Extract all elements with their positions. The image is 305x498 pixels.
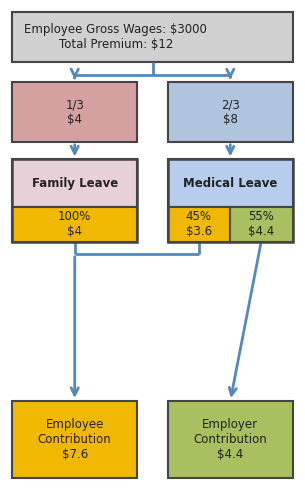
Bar [168,159,293,242]
Text: 55%
$4.4: 55% $4.4 [248,210,274,238]
Bar [230,207,293,242]
Text: 100%
$4: 100% $4 [58,210,92,238]
Bar [168,401,293,478]
Bar [12,401,137,478]
Bar [12,159,137,242]
Text: 45%
$3.6: 45% $3.6 [186,210,212,238]
Bar [12,82,137,142]
Text: Employer
Contribution
$4.4: Employer Contribution $4.4 [193,418,267,461]
Text: Employee Gross Wages: $3000
Total Premium: $12: Employee Gross Wages: $3000 Total Premiu… [24,23,207,51]
Bar [168,207,230,242]
Text: 1/3
$4: 1/3 $4 [65,98,84,126]
Text: 2/3
$8: 2/3 $8 [221,98,240,126]
Bar [12,159,137,207]
Bar [168,159,293,207]
Bar [12,207,137,242]
Bar [12,12,293,62]
Bar [168,82,293,142]
Text: Medical Leave: Medical Leave [183,177,278,190]
Text: Employee
Contribution
$7.6: Employee Contribution $7.6 [38,418,112,461]
Text: Family Leave: Family Leave [32,177,118,190]
